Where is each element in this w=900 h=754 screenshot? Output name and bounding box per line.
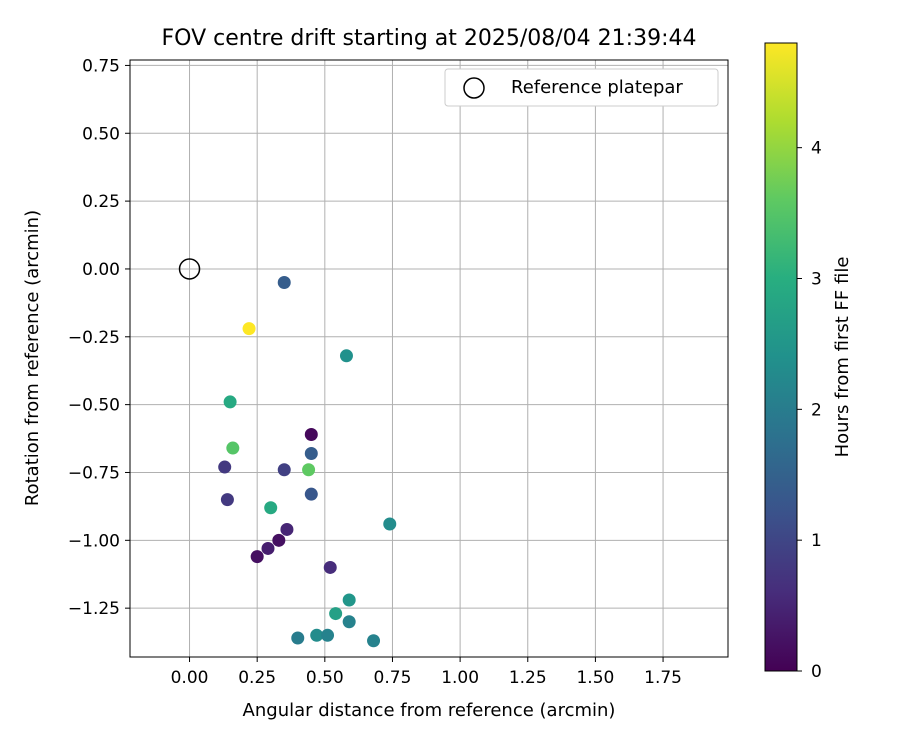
data-point xyxy=(220,493,234,507)
data-point xyxy=(218,460,232,474)
grid-lines xyxy=(130,60,728,657)
data-point xyxy=(329,607,343,621)
data-point xyxy=(367,634,381,648)
data-point xyxy=(226,441,240,455)
data-point xyxy=(304,427,318,441)
data-point xyxy=(272,533,286,547)
y-tick-label: −1.00 xyxy=(68,531,120,551)
x-tick-label: 0.50 xyxy=(306,668,344,688)
y-axis-ticks: 0.75 0.50 0.25 0.00 −0.25 −0.50 −0.75 −1.00 −1.2… xyxy=(68,56,130,619)
y-tick-label: −0.50 xyxy=(68,396,120,416)
data-point xyxy=(280,522,294,536)
data-point xyxy=(342,593,356,607)
y-tick-label: −0.25 xyxy=(68,328,120,348)
x-tick-label: 0.25 xyxy=(238,668,276,688)
data-point xyxy=(342,615,356,629)
data-point xyxy=(304,446,318,460)
data-point xyxy=(339,349,353,363)
colorbar-tick-label: 3 xyxy=(811,270,822,290)
data-point xyxy=(310,628,324,642)
legend: Reference platepar xyxy=(444,68,719,107)
colorbar-ticks: 0 1 2 3 4 xyxy=(797,139,822,682)
data-point xyxy=(242,322,256,336)
data-point xyxy=(250,550,264,564)
x-tick-label: 1.75 xyxy=(644,668,682,688)
legend-entry-reference: Reference platepar xyxy=(511,77,683,98)
plot-area-frame xyxy=(129,59,729,658)
y-tick-label: 0.25 xyxy=(82,192,120,212)
x-axis-ticks: 0.00 0.25 0.50 0.75 1.00 1.25 1.50 1.75 xyxy=(171,657,682,688)
x-tick-label: 0.00 xyxy=(171,668,209,688)
y-tick-label: −0.75 xyxy=(68,463,120,483)
legend-marker-reference-icon xyxy=(463,77,485,99)
x-tick-label: 1.50 xyxy=(576,668,614,688)
legend-box xyxy=(444,68,719,107)
y-tick-label: 0.00 xyxy=(82,260,120,280)
data-point xyxy=(277,276,291,290)
data-point xyxy=(323,560,337,574)
colorbar-gradient xyxy=(764,42,798,672)
reference-platepar-marker xyxy=(178,258,201,280)
data-point xyxy=(304,487,318,501)
scatter-points xyxy=(178,258,397,648)
data-point xyxy=(291,631,305,645)
colorbar-tick-label: 2 xyxy=(811,400,822,420)
chart-title: FOV centre drift starting at 2025/08/04 … xyxy=(162,26,697,51)
data-point xyxy=(383,517,397,531)
y-tick-label: 0.50 xyxy=(82,124,120,144)
data-point xyxy=(261,541,275,555)
data-point xyxy=(277,463,291,477)
x-tick-label: 1.25 xyxy=(509,668,547,688)
data-point xyxy=(264,501,278,515)
colorbar-tick-label: 4 xyxy=(811,139,822,159)
colorbar: 0 1 2 3 4 Hours from first FF file xyxy=(764,42,853,682)
data-point xyxy=(321,628,335,642)
x-axis-label: Angular distance from reference (arcmin) xyxy=(243,700,616,721)
colorbar-tick-label: 1 xyxy=(811,531,822,551)
y-axis-label: Rotation from reference (arcmin) xyxy=(22,210,43,506)
x-tick-label: 0.75 xyxy=(374,668,412,688)
colorbar-label: Hours from first FF file xyxy=(832,257,853,458)
data-point xyxy=(223,395,237,409)
data-point xyxy=(302,463,316,477)
x-tick-label: 1.00 xyxy=(441,668,479,688)
y-tick-label: −1.25 xyxy=(68,599,120,619)
y-tick-label: 0.75 xyxy=(82,56,120,76)
colorbar-tick-label: 0 xyxy=(811,662,822,682)
